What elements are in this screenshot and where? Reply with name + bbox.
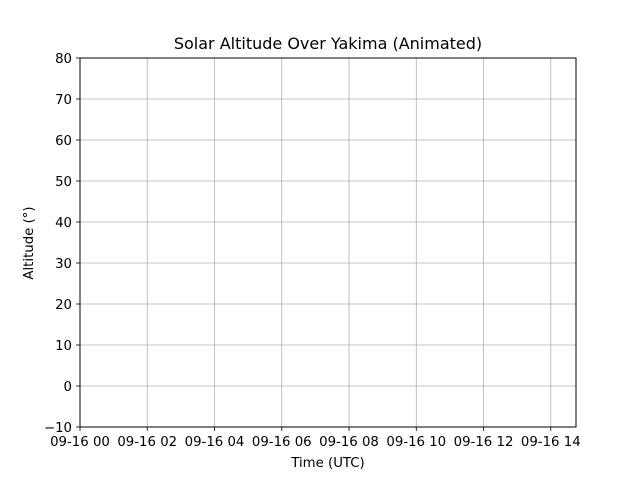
x-tick-label: 09-16 04 [185,435,245,450]
plot-frame [79,57,577,428]
x-axis-label: Time (UTC) [290,456,365,471]
y-tick-label: 0 [64,380,72,395]
chart-title: Solar Altitude Over Yakima (Animated) [174,34,482,53]
y-tick-label: 80 [55,52,72,67]
x-tick-label: 09-16 00 [50,435,110,450]
y-axis-label: Altitude (°) [22,206,37,279]
y-tick-label: 40 [55,216,72,231]
y-tick-label: 10 [55,339,72,354]
y-tick-label: 50 [55,175,72,190]
x-tick-label: 09-16 14 [521,435,581,450]
y-tick-label: 60 [55,134,72,149]
y-tick-label: 70 [55,93,72,108]
x-tick-label: 09-16 10 [386,435,446,450]
ticks: 09-16 00 09-16 02 09-16 04 09-16 06 09-16 08… [44,52,581,450]
x-tick-label: 09-16 06 [252,435,312,450]
grid [79,57,576,428]
y-tick-label: 20 [55,298,72,313]
y-tick-label: −10 [44,421,72,436]
y-tick-label: 30 [55,257,72,272]
x-tick-label: 09-16 02 [117,435,177,450]
x-tick-label: 09-16 12 [454,435,514,450]
x-tick-label: 09-16 08 [319,435,379,450]
